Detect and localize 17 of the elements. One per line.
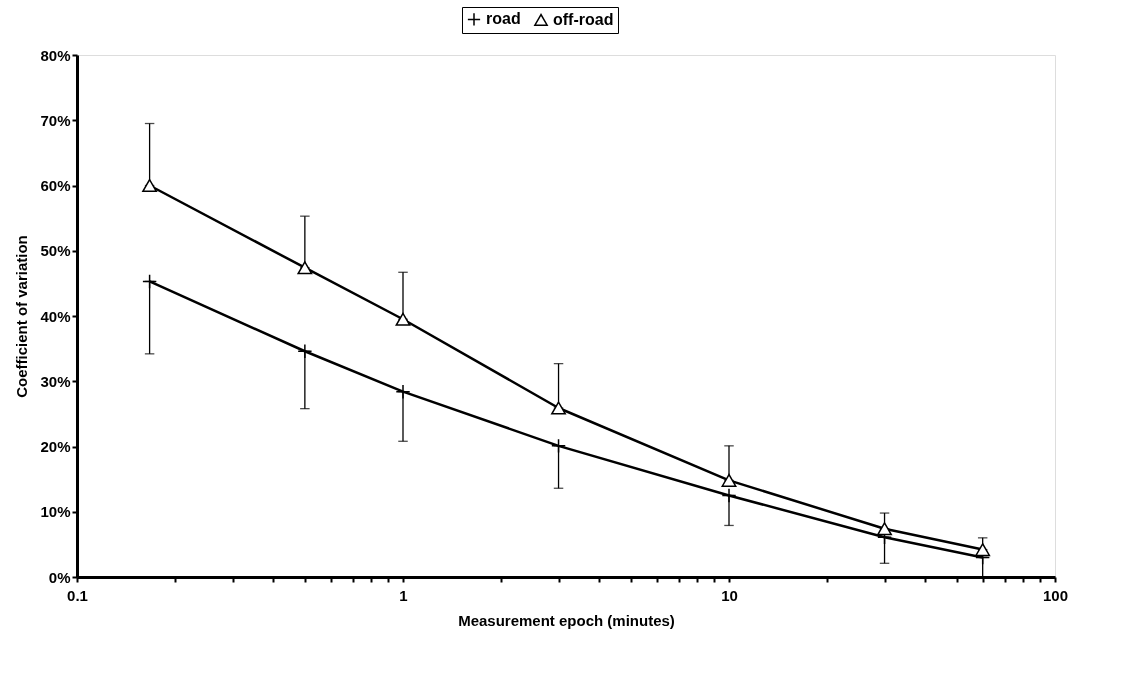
y-tick-label: 50% — [40, 242, 71, 260]
y-tick-label: 20% — [40, 438, 71, 455]
x-tick-label: 100 — [1042, 586, 1069, 604]
x-tick-label: 1 — [399, 586, 408, 604]
x-tick-label: 10 — [721, 586, 738, 604]
legend-label: off-road — [553, 10, 614, 28]
y-tick-label: 40% — [40, 307, 71, 325]
x-tick-label: 0.1 — [67, 586, 88, 604]
legend-label: road — [486, 10, 521, 28]
y-tick-label: 10% — [40, 503, 71, 521]
y-tick-label: 0% — [48, 568, 71, 586]
y-tick-label: 30% — [40, 372, 71, 390]
y-tick-label: 70% — [40, 111, 71, 129]
y-axis-title: Coefficient of variation — [13, 235, 31, 398]
y-tick-label: 80% — [40, 46, 71, 64]
x-axis-title: Measurement epoch (minutes) — [458, 611, 675, 629]
y-tick-label: 60% — [40, 177, 71, 194]
